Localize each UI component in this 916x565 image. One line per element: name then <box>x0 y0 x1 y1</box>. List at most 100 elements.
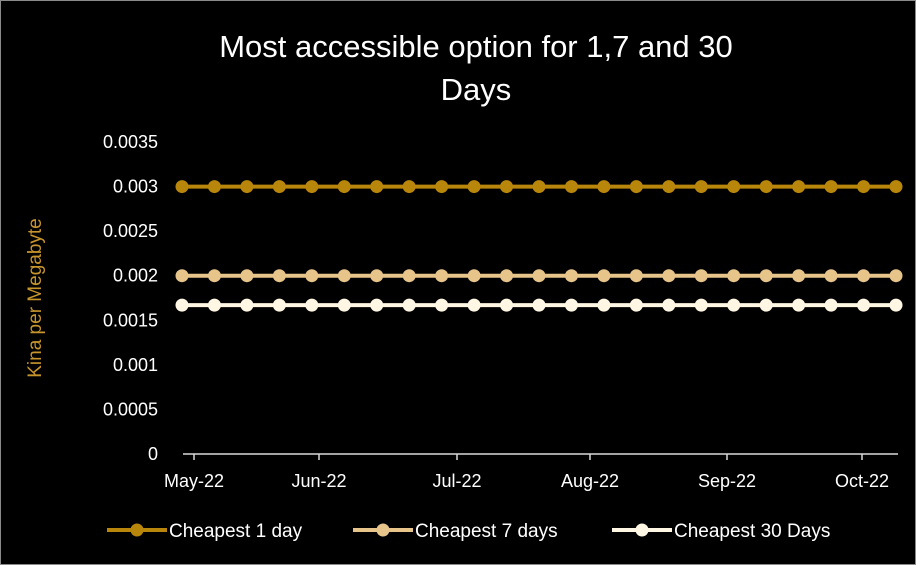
x-tick-label: Jun-22 <box>291 471 346 491</box>
data-point <box>305 298 319 312</box>
data-point <box>889 269 903 283</box>
data-point <box>435 180 449 194</box>
legend-label: Cheapest 1 day <box>169 521 303 542</box>
chart-title-line: Most accessible option for 1,7 and 30 <box>219 29 733 64</box>
data-point <box>337 180 351 194</box>
data-point <box>272 180 286 194</box>
data-point <box>857 298 871 312</box>
y-tick-label: 0 <box>148 444 158 464</box>
data-point <box>597 269 611 283</box>
data-point <box>727 298 741 312</box>
y-tick-label: 0.0015 <box>103 310 158 330</box>
data-point <box>402 269 416 283</box>
y-tick-label: 0.001 <box>113 355 158 375</box>
y-axis-label: Kina per Megabyte <box>25 218 46 378</box>
data-point <box>662 180 676 194</box>
data-point <box>337 298 351 312</box>
data-point <box>824 269 838 283</box>
y-tick-label: 0.0035 <box>103 132 158 152</box>
legend-swatch-marker <box>376 523 390 537</box>
data-point <box>532 298 546 312</box>
data-point <box>272 269 286 283</box>
x-tick-label: Jul-22 <box>432 471 481 491</box>
y-tick-label: 0.0025 <box>103 221 158 241</box>
data-point <box>759 269 773 283</box>
data-point <box>500 298 514 312</box>
data-point <box>662 269 676 283</box>
data-point <box>207 269 221 283</box>
legend-label: Cheapest 7 days <box>415 521 558 542</box>
data-point <box>694 180 708 194</box>
data-point <box>467 180 481 194</box>
data-point <box>824 298 838 312</box>
data-point <box>629 298 643 312</box>
data-point <box>500 269 514 283</box>
y-tick-label: 0.002 <box>113 266 158 286</box>
data-point <box>207 180 221 194</box>
data-point <box>175 269 189 283</box>
data-point <box>402 298 416 312</box>
legend: Cheapest 1 day Cheapest 7 days Cheapest 30… <box>107 521 830 542</box>
data-point <box>532 269 546 283</box>
data-point <box>857 180 871 194</box>
data-point <box>629 180 643 194</box>
y-tick-label: 0.003 <box>113 177 158 197</box>
data-point <box>272 298 286 312</box>
x-tick-label: Aug-22 <box>561 471 619 491</box>
data-point <box>694 298 708 312</box>
data-point <box>564 180 578 194</box>
data-point <box>597 180 611 194</box>
y-axis-ticks: 0 0.0005 0.001 0.0015 0.002 0.0025 0.003 0.0035 <box>103 132 158 464</box>
data-point <box>532 180 546 194</box>
series-lines <box>175 180 903 312</box>
data-point <box>759 180 773 194</box>
data-point <box>435 298 449 312</box>
data-point <box>175 298 189 312</box>
y-axis-label-group: Kina per Megabyte <box>25 218 46 378</box>
data-point <box>597 298 611 312</box>
data-point <box>792 269 806 283</box>
data-point <box>240 269 254 283</box>
x-tick-label: Sep-22 <box>698 471 756 491</box>
data-point <box>175 180 189 194</box>
data-point <box>564 298 578 312</box>
legend-swatch-marker <box>130 523 144 537</box>
x-axis: May-22 Jun-22 Jul-22 Aug-22 Sep-22 Oct-22 <box>164 453 898 491</box>
x-tick-label: Oct-22 <box>835 471 889 491</box>
legend-label: Cheapest 30 Days <box>674 521 830 542</box>
legend-swatch-marker <box>635 523 649 537</box>
data-point <box>337 269 351 283</box>
data-point <box>467 298 481 312</box>
chart-title: Most accessible option for 1,7 and 30 Day… <box>219 29 733 107</box>
data-point <box>727 269 741 283</box>
data-point <box>889 180 903 194</box>
data-point <box>207 298 221 312</box>
data-point <box>240 298 254 312</box>
data-point <box>694 269 708 283</box>
data-point <box>305 269 319 283</box>
data-point <box>500 180 514 194</box>
data-point <box>727 180 741 194</box>
data-point <box>370 298 384 312</box>
data-point <box>240 180 254 194</box>
data-point <box>824 180 838 194</box>
data-point <box>467 269 481 283</box>
data-point <box>370 180 384 194</box>
chart-title-line: Days <box>441 72 512 107</box>
data-point <box>662 298 676 312</box>
data-point <box>435 269 449 283</box>
data-point <box>857 269 871 283</box>
y-tick-label: 0.0005 <box>103 399 158 419</box>
data-point <box>759 298 773 312</box>
data-point <box>402 180 416 194</box>
data-point <box>792 298 806 312</box>
data-point <box>792 180 806 194</box>
data-point <box>889 298 903 312</box>
data-point <box>305 180 319 194</box>
x-tick-label: May-22 <box>164 471 224 491</box>
data-point <box>629 269 643 283</box>
data-point <box>370 269 384 283</box>
data-point <box>564 269 578 283</box>
